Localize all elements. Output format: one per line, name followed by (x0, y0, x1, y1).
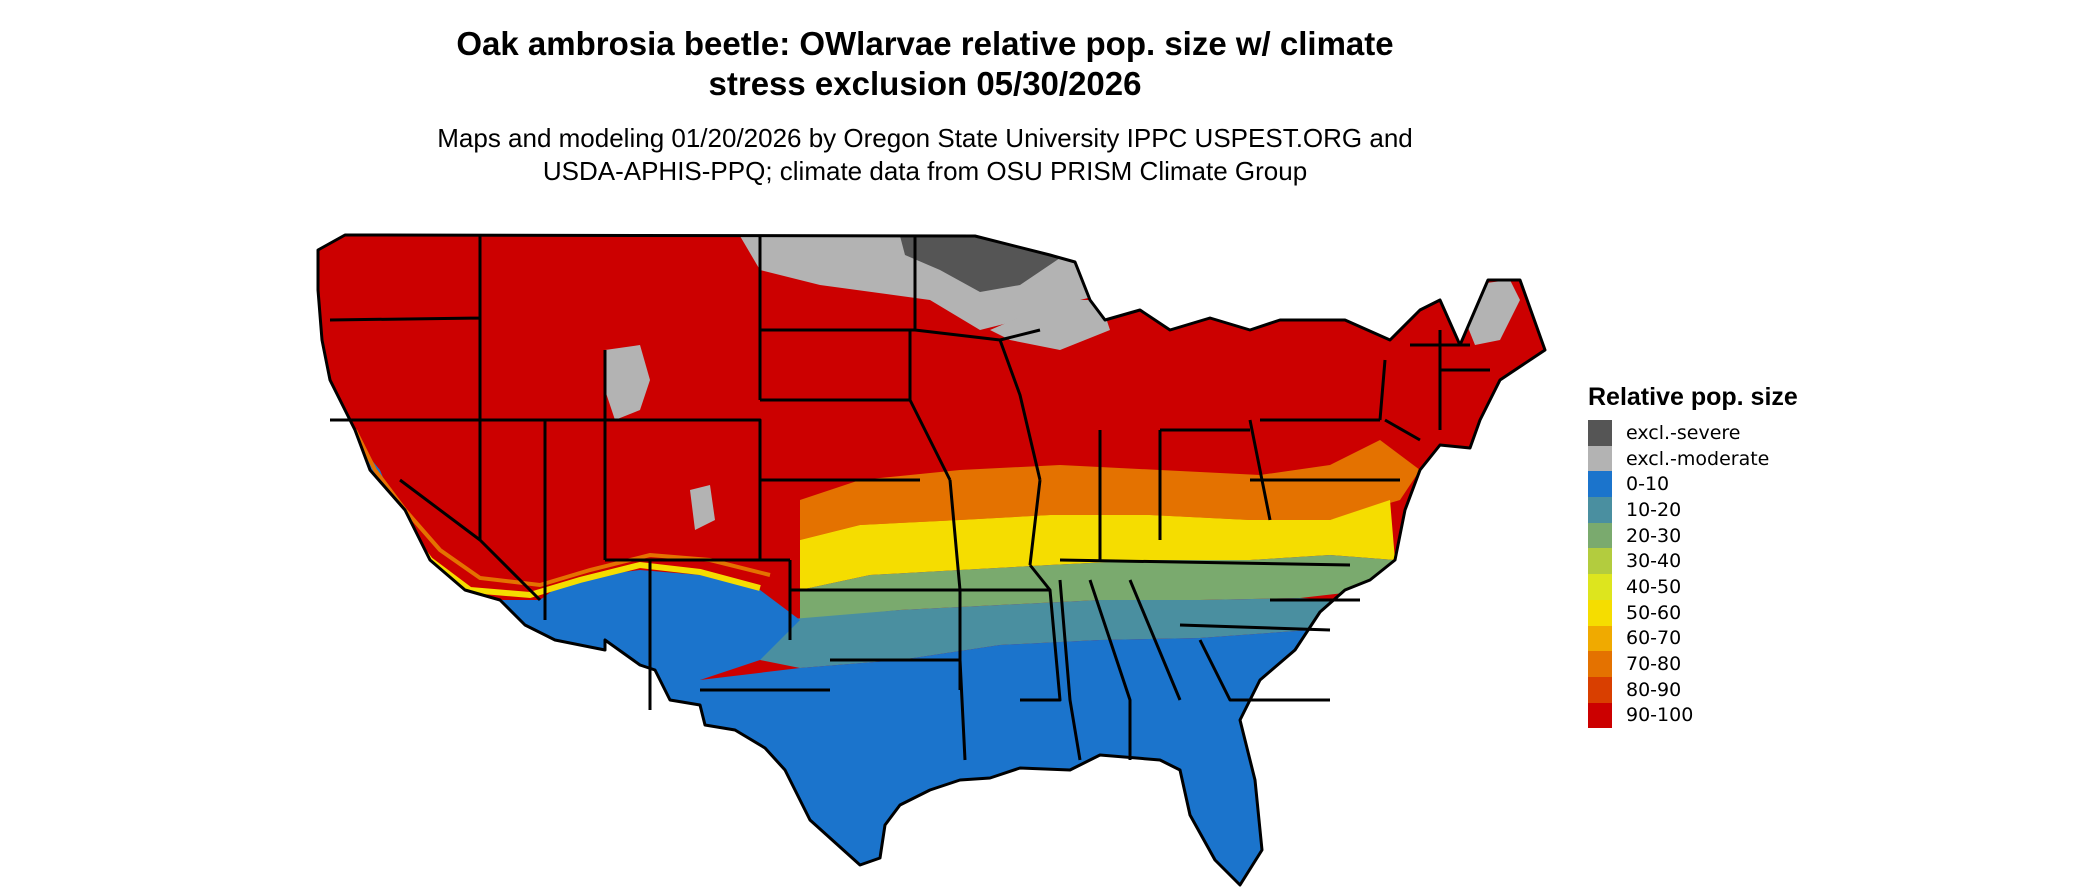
map-subtitle-line-1: Maps and modeling 01/20/2026 by Oregon S… (437, 123, 1413, 153)
legend-label: 80-90 (1626, 678, 1682, 701)
us-population-map (316, 233, 1547, 887)
legend-label: 30-40 (1626, 550, 1682, 573)
legend-label: 60-70 (1626, 627, 1682, 650)
region-70-80-southwest-edge (353, 429, 771, 588)
legend-swatch (1588, 522, 1612, 549)
legend-item: 0-10 (1588, 471, 1798, 498)
state-lines-central (700, 236, 1182, 761)
region-20-30 (800, 555, 1395, 620)
legend-item: 90-100 (1588, 702, 1798, 729)
legend-label: 10-20 (1626, 498, 1682, 521)
region-excl-moderate-wyoming (605, 345, 650, 420)
map-title-line-2: stress exclusion 05/30/2026 (708, 65, 1142, 102)
map-subtitle-line-2: USDA-APHIS-PPQ; climate data from OSU PR… (542, 156, 1308, 186)
region-0-10-california (355, 440, 800, 680)
region-10-20 (760, 598, 1340, 668)
legend-item: 80-90 (1588, 676, 1798, 703)
region-excl-moderate-minnesota-east (990, 300, 1110, 350)
legend-swatch (1588, 625, 1612, 652)
state-boundaries (316, 233, 1547, 887)
legend-label: 90-100 (1626, 704, 1694, 727)
legend-swatch (1588, 676, 1612, 703)
legend-item: 40-50 (1588, 574, 1798, 600)
legend-label: 20-30 (1626, 524, 1682, 547)
map-legend: Relative pop. size excl.-severe excl.-mod… (1588, 380, 1798, 729)
legend-swatch (1588, 548, 1612, 575)
legend-swatch (1588, 497, 1612, 523)
legend-label: 0-10 (1626, 473, 1670, 496)
us-outline (316, 233, 1547, 887)
legend-swatch (1588, 702, 1612, 729)
legend-label: 50-60 (1626, 601, 1682, 624)
legend-swatch (1588, 445, 1612, 472)
legend-swatch (1588, 420, 1612, 446)
legend-item: excl.-moderate (1588, 445, 1798, 472)
legend-item: 50-60 (1588, 599, 1798, 626)
legend-item: excl.-severe (1588, 420, 1798, 446)
map-title-line-1: Oak ambrosia beetle: OWlarvae relative p… (456, 25, 1394, 62)
map-title: Oak ambrosia beetle: OWlarvae relative p… (360, 24, 1490, 104)
legend-swatch (1588, 574, 1612, 600)
legend-item: 30-40 (1588, 548, 1798, 575)
state-lines-east (1059, 330, 1490, 702)
region-excl-moderate-colorado (690, 485, 715, 530)
legend-item: 10-20 (1588, 497, 1798, 523)
map-subtitle: Maps and modeling 01/20/2026 by Oregon S… (360, 122, 1490, 188)
legend-label: excl.-moderate (1626, 447, 1770, 470)
legend-swatch (1588, 471, 1612, 498)
state-lines-west (329, 236, 960, 710)
legend-swatch (1588, 599, 1612, 626)
legend-item: 70-80 (1588, 651, 1798, 677)
region-excl-severe-minnesota (900, 236, 1060, 292)
legend-item: 60-70 (1588, 625, 1798, 652)
legend-label: 40-50 (1626, 575, 1682, 598)
region-50-60 (800, 500, 1395, 590)
legend-label: excl.-severe (1626, 421, 1741, 444)
legend-title: Relative pop. size (1588, 383, 1798, 411)
legend-swatch (1588, 651, 1612, 677)
region-70-80 (800, 440, 1420, 540)
legend-item: 20-30 (1588, 522, 1798, 549)
legend-label: 70-80 (1626, 653, 1682, 676)
legend-items: excl.-severe excl.-moderate 0-10 10-20 20-30… (1588, 420, 1798, 729)
